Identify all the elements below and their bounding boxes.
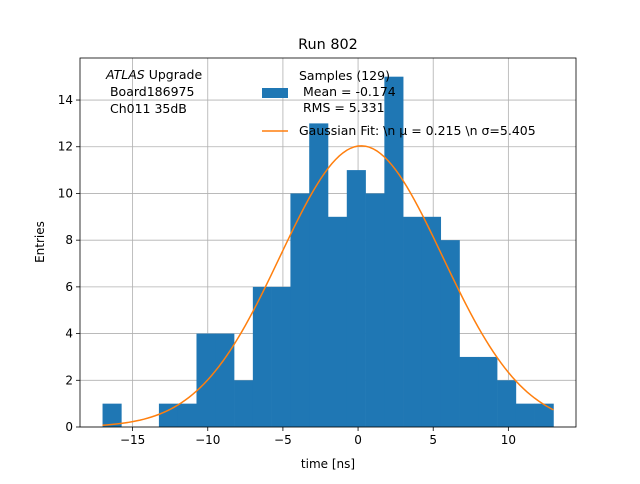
histogram-bar <box>403 216 423 427</box>
x-tick-label: −15 <box>120 433 145 447</box>
legend-fit-label: Gaussian Fit: \n μ = 0.215 \n σ=5.405 <box>299 123 536 138</box>
y-tick-label: 6 <box>65 280 73 294</box>
histogram-bar <box>534 403 554 427</box>
histogram-bar <box>515 403 535 427</box>
gaussian-fit-line <box>102 145 554 426</box>
y-tick-label: 0 <box>65 420 73 434</box>
chart-title: Run 802 <box>298 37 358 53</box>
legend-samples-label: Samples (129) <box>299 68 390 83</box>
y-tick-label: 4 <box>65 327 73 341</box>
x-tick-label: 5 <box>429 433 437 447</box>
x-axis-label: time [ns] <box>301 457 355 471</box>
y-tick-label: 14 <box>58 93 73 107</box>
histogram-bar <box>252 286 272 427</box>
histogram-bar <box>196 333 216 427</box>
x-axis-ticks: −15 −10 −5 0 5 10 <box>120 427 516 447</box>
histogram-bar <box>478 356 498 427</box>
legend: Samples (129) Mean = -0.174 RMS = 5.331 … <box>262 68 536 138</box>
y-tick-label: 12 <box>58 140 73 154</box>
y-axis-ticks: 0 2 4 6 8 10 12 14 <box>58 93 80 434</box>
x-tick-label: 10 <box>501 433 516 447</box>
histogram-bar <box>271 286 291 427</box>
histogram-bar <box>290 193 310 427</box>
histogram-bar <box>215 333 235 427</box>
legend-samples-swatch <box>262 88 288 98</box>
axes-frame <box>79 57 577 428</box>
histogram-bar <box>102 403 122 427</box>
y-tick-label: 8 <box>65 233 73 247</box>
histogram-bar <box>459 356 479 427</box>
annotation-line-2: Board186975 <box>106 84 194 99</box>
atlas-annotation: ATLAS Upgrade Board186975 Ch011 35dB <box>105 67 202 116</box>
annotation-atlas-word: ATLAS <box>105 67 145 82</box>
histogram-bar <box>384 76 404 428</box>
legend-rms-label: RMS = 5.331 <box>299 100 385 115</box>
x-tick-label: −10 <box>195 433 220 447</box>
x-tick-label: −5 <box>274 433 292 447</box>
histogram-bar <box>328 216 348 427</box>
annotation-line-1: ATLAS Upgrade <box>105 67 202 82</box>
annotation-line-3: Ch011 35dB <box>106 101 187 116</box>
histogram-bars <box>102 76 554 428</box>
histogram-bar <box>497 380 517 427</box>
histogram-bar <box>234 380 254 427</box>
histogram-bar <box>158 403 178 427</box>
y-axis-label: Entries <box>33 221 47 263</box>
histogram-bar <box>309 123 329 428</box>
histogram-bar <box>365 193 385 427</box>
legend-mean-label: Mean = -0.174 <box>299 84 396 99</box>
x-tick-label: 0 <box>354 433 362 447</box>
y-tick-label: 2 <box>65 373 73 387</box>
histogram-bar <box>440 240 460 427</box>
y-tick-label: 10 <box>58 186 73 200</box>
histogram-bar <box>346 170 366 428</box>
histogram-bar <box>177 403 197 427</box>
annotation-upgrade-word: Upgrade <box>145 67 203 82</box>
histogram-bar <box>421 216 442 427</box>
